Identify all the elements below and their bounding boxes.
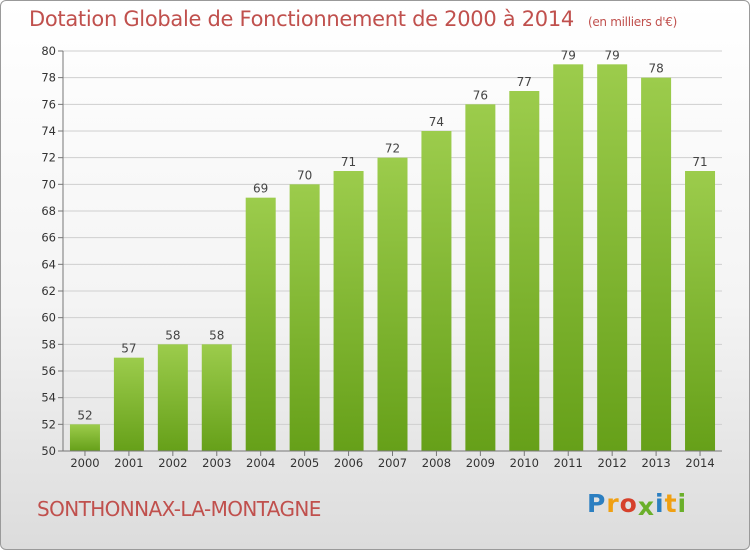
logo-letter: x bbox=[637, 492, 655, 521]
bar bbox=[113, 357, 144, 451]
bar bbox=[421, 131, 452, 451]
bar bbox=[685, 171, 716, 451]
x-tick-label: 2007 bbox=[378, 456, 407, 470]
bar bbox=[465, 104, 496, 451]
bar bbox=[553, 64, 584, 452]
bar bbox=[509, 91, 540, 451]
data-label: 52 bbox=[77, 408, 92, 422]
data-label: 70 bbox=[297, 168, 312, 182]
bar bbox=[69, 424, 100, 451]
x-tick-label: 2004 bbox=[246, 456, 275, 470]
logo-letter: r bbox=[606, 489, 620, 518]
data-label: 74 bbox=[429, 115, 444, 129]
y-tick-label: 72 bbox=[41, 151, 56, 165]
y-tick-label: 56 bbox=[41, 364, 56, 378]
bar bbox=[245, 197, 276, 451]
x-tick-label: 2000 bbox=[70, 456, 99, 470]
x-tick-label: 2005 bbox=[290, 456, 319, 470]
data-label: 71 bbox=[341, 155, 356, 169]
x-tick-label: 2001 bbox=[114, 456, 143, 470]
bar bbox=[377, 157, 408, 451]
y-tick-label: 76 bbox=[41, 97, 56, 111]
bar bbox=[333, 171, 364, 451]
chart-title: Dotation Globale de Fonctionnement de 20… bbox=[29, 7, 677, 31]
y-tick-label: 70 bbox=[41, 177, 56, 191]
x-tick-label: 2011 bbox=[554, 456, 583, 470]
y-tick-label: 64 bbox=[41, 257, 56, 271]
y-tick-label: 58 bbox=[41, 337, 56, 351]
bars bbox=[69, 64, 716, 452]
logo-letter: i bbox=[655, 489, 665, 518]
y-tick-label: 50 bbox=[41, 444, 56, 458]
bar bbox=[157, 344, 188, 451]
municipality-name: SONTHONNAX-LA-MONTAGNE bbox=[37, 497, 321, 521]
data-label: 79 bbox=[561, 48, 576, 62]
data-label: 72 bbox=[385, 142, 400, 156]
logo-letter: i bbox=[677, 489, 688, 518]
logo-letter: P bbox=[587, 489, 607, 518]
x-tick-label: 2009 bbox=[466, 456, 495, 470]
data-labels: 52 57 58 58 69 70 71 72 74 76 77 79 79 78 71 bbox=[77, 48, 707, 422]
unit-note: (en milliers d'€) bbox=[587, 15, 677, 29]
x-tick-label: 2013 bbox=[641, 456, 670, 470]
bar bbox=[289, 184, 320, 452]
y-tick-label: 66 bbox=[41, 231, 56, 245]
x-tick-label: 2008 bbox=[422, 456, 451, 470]
x-tick-label: 2003 bbox=[202, 456, 231, 470]
data-label: 58 bbox=[165, 328, 180, 342]
bar bbox=[641, 77, 672, 452]
data-label: 79 bbox=[605, 48, 620, 62]
y-tick-label: 68 bbox=[41, 204, 56, 218]
logo-letter: t bbox=[664, 489, 678, 518]
x-tick-label: 2002 bbox=[158, 456, 187, 470]
y-tick-label: 78 bbox=[41, 71, 56, 85]
x-tick-label: 2014 bbox=[685, 456, 714, 470]
y-tick-label: 80 bbox=[41, 44, 56, 58]
data-label: 57 bbox=[121, 342, 136, 356]
bar bbox=[201, 344, 232, 451]
title-text: Dotation Globale de Fonctionnement de 20… bbox=[29, 7, 574, 31]
y-tick-label: 54 bbox=[41, 391, 56, 405]
x-tick-label: 2010 bbox=[510, 456, 539, 470]
data-label: 78 bbox=[648, 62, 663, 76]
y-tick-label: 52 bbox=[41, 417, 56, 431]
data-label: 58 bbox=[209, 328, 224, 342]
proxiti-logo[interactable]: Proxiti bbox=[587, 489, 688, 521]
y-tick-label: 60 bbox=[41, 311, 56, 325]
bar bbox=[597, 64, 628, 452]
data-label: 69 bbox=[253, 182, 268, 196]
y-tick-label: 62 bbox=[41, 284, 56, 298]
logo-letter: o bbox=[619, 489, 638, 518]
y-axis-ticks: 50 52 54 56 58 60 62 64 66 68 70 72 74 76 78 80 bbox=[41, 44, 64, 458]
data-label: 71 bbox=[692, 155, 707, 169]
x-tick-label: 2012 bbox=[598, 456, 627, 470]
y-tick-label: 74 bbox=[41, 124, 56, 138]
data-label: 77 bbox=[517, 75, 532, 89]
x-tick-label: 2006 bbox=[334, 456, 363, 470]
x-axis-ticks: 2000 2001 2002 2003 2004 2005 2006 2007 2008 2009… bbox=[63, 450, 722, 470]
data-label: 76 bbox=[473, 88, 488, 102]
